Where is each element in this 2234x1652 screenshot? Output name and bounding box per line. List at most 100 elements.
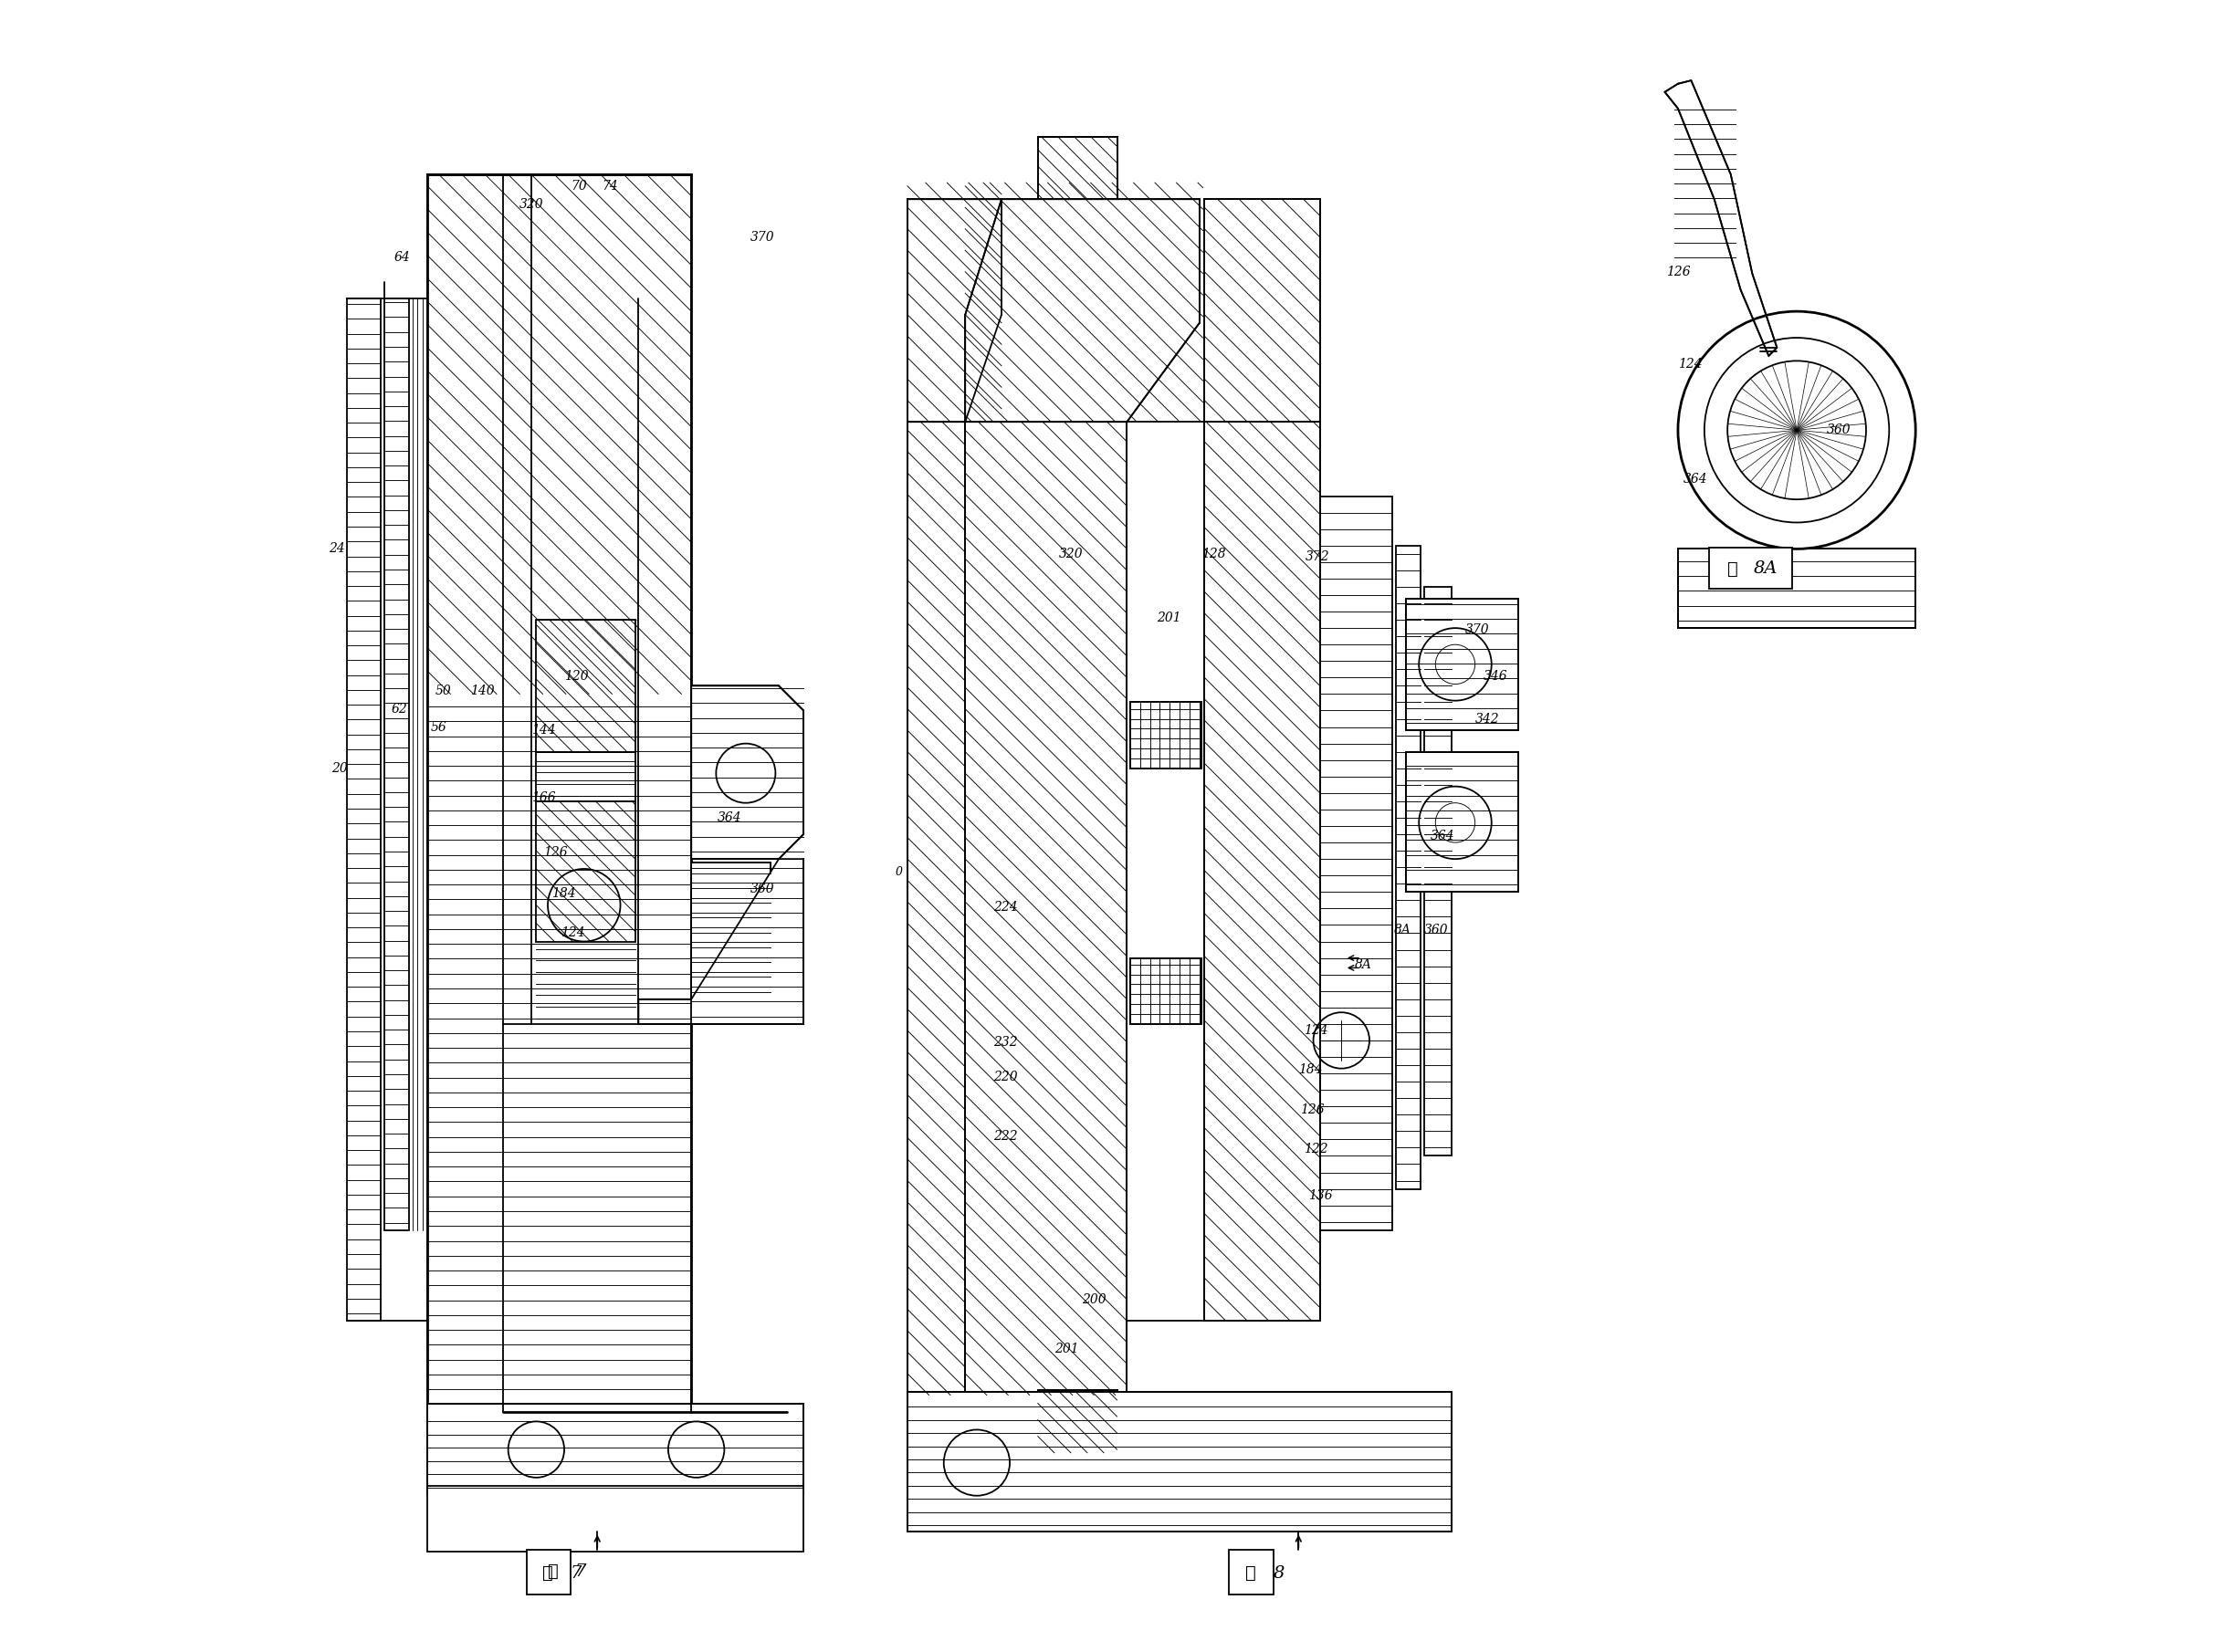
Text: 140: 140 (469, 684, 494, 697)
Text: 8A: 8A (1394, 923, 1412, 937)
Bar (1678, 548, 1915, 628)
Bar (690, 862, 771, 999)
Text: 70: 70 (572, 180, 588, 192)
Text: 360: 360 (1827, 425, 1850, 436)
Text: 124: 124 (1678, 358, 1702, 370)
Bar (536, 801, 634, 942)
Text: 372: 372 (1305, 550, 1329, 563)
Bar (907, 421, 965, 1394)
Text: 200: 200 (1081, 1294, 1106, 1305)
Text: 144: 144 (532, 724, 556, 737)
Bar (1423, 586, 1452, 1156)
Bar (1130, 702, 1202, 768)
Bar (1204, 200, 1320, 421)
Bar (1204, 421, 1320, 1322)
Text: 74: 74 (603, 180, 619, 192)
Bar (536, 620, 634, 752)
Text: 126: 126 (1300, 1104, 1325, 1117)
Text: 166: 166 (532, 791, 556, 805)
Text: 7: 7 (574, 1563, 588, 1579)
Bar (907, 1391, 1452, 1531)
Polygon shape (639, 859, 804, 1024)
Bar (346, 297, 382, 1322)
Bar (1204, 421, 1320, 1322)
Bar (965, 421, 1126, 1394)
Text: 126: 126 (543, 846, 567, 859)
Text: 图: 图 (543, 1564, 554, 1583)
Text: 24: 24 (328, 542, 344, 555)
Text: 8A: 8A (1354, 958, 1372, 971)
Polygon shape (907, 421, 965, 1394)
Text: 126: 126 (1667, 266, 1691, 278)
Text: 120: 120 (565, 669, 588, 682)
Polygon shape (1664, 81, 1776, 355)
Text: 364: 364 (1430, 829, 1454, 843)
Text: 0: 0 (896, 866, 903, 879)
Text: 370: 370 (751, 231, 775, 243)
Bar (1204, 200, 1320, 421)
Text: 232: 232 (994, 1036, 1019, 1049)
Text: 124: 124 (561, 927, 585, 940)
Text: 136: 136 (1309, 1189, 1334, 1203)
Text: 122: 122 (1302, 1143, 1327, 1156)
Text: 320: 320 (521, 198, 545, 210)
Bar (1320, 496, 1392, 1231)
Bar (1709, 547, 1792, 588)
Text: 20: 20 (331, 762, 349, 775)
Text: 201: 201 (1157, 611, 1182, 624)
Text: 222: 222 (994, 1130, 1019, 1143)
Text: 50: 50 (436, 684, 451, 697)
Text: 360: 360 (751, 882, 775, 895)
Bar (1396, 545, 1421, 1189)
Text: 184: 184 (552, 887, 576, 900)
Bar (1130, 702, 1202, 768)
Bar (965, 421, 1126, 1394)
Bar (1229, 1550, 1273, 1594)
Text: 346: 346 (1483, 669, 1508, 682)
Polygon shape (965, 200, 1200, 421)
Bar (1039, 137, 1117, 200)
Text: 124: 124 (1302, 1024, 1327, 1037)
Bar (536, 752, 634, 801)
Text: 图: 图 (1727, 560, 1738, 577)
Text: 8A: 8A (1754, 560, 1778, 577)
Bar (1405, 598, 1517, 730)
Text: 342: 342 (1474, 712, 1499, 725)
Text: 7: 7 (570, 1564, 581, 1581)
Bar (1130, 958, 1202, 1024)
Text: 220: 220 (994, 1070, 1019, 1084)
Text: 364: 364 (1682, 472, 1707, 486)
Bar (1678, 548, 1915, 628)
Text: 320: 320 (1059, 547, 1083, 560)
Text: 364: 364 (717, 811, 742, 824)
Bar (1405, 752, 1517, 892)
Bar (427, 1403, 804, 1493)
Bar (427, 1403, 804, 1493)
Bar (427, 1485, 804, 1551)
Bar (1126, 421, 1204, 1322)
Bar (384, 297, 409, 1231)
Bar (1039, 137, 1117, 200)
Text: 370: 370 (1466, 623, 1490, 636)
Bar (1405, 598, 1517, 730)
Bar (1130, 958, 1202, 1024)
Polygon shape (907, 200, 1001, 421)
Text: 62: 62 (391, 702, 407, 715)
Text: 360: 360 (1423, 923, 1448, 937)
Polygon shape (690, 686, 804, 859)
Text: 128: 128 (1202, 547, 1226, 560)
Text: 图: 图 (547, 1563, 558, 1581)
Polygon shape (690, 862, 771, 999)
Text: 图: 图 (1244, 1564, 1256, 1583)
Bar (527, 1550, 572, 1594)
Text: 224: 224 (994, 900, 1019, 914)
Bar (907, 1391, 1452, 1531)
Bar (1405, 752, 1517, 892)
Text: 201: 201 (1054, 1343, 1079, 1355)
Bar (427, 175, 690, 1411)
Text: 56: 56 (431, 720, 447, 733)
Bar (1039, 1389, 1117, 1452)
Bar (1039, 1389, 1117, 1452)
Bar (427, 175, 690, 1411)
Text: 64: 64 (395, 251, 411, 263)
